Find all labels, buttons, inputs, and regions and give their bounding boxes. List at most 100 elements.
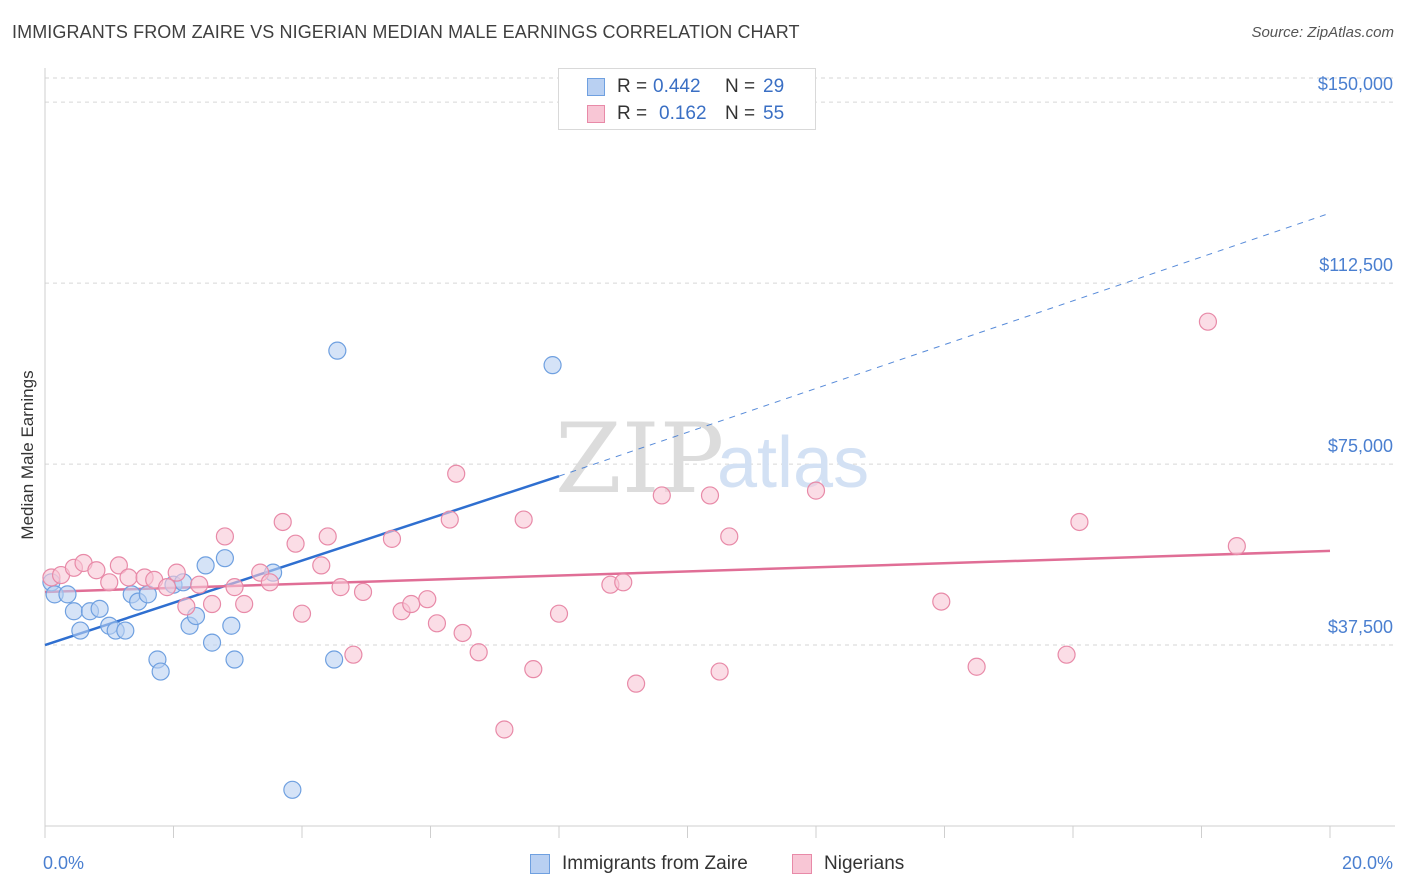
point-nigerians — [87, 561, 106, 580]
point-zaire — [283, 780, 302, 799]
x-tick-label: 0.0% — [43, 853, 84, 873]
point-nigerians — [524, 660, 543, 679]
point-nigerians — [626, 674, 646, 693]
point-nigerians — [292, 604, 312, 623]
point-zaire — [222, 616, 241, 635]
point-zaire — [325, 650, 344, 669]
point-zaire — [116, 621, 135, 640]
bottom-legend-zaire: Immigrants from Zaire — [530, 852, 748, 876]
point-nigerians — [453, 623, 472, 643]
legend-swatch-nigerians — [587, 105, 605, 123]
point-nigerians — [286, 534, 305, 553]
point-nigerians — [109, 556, 128, 575]
chart-title: IMMIGRANTS FROM ZAIRE VS NIGERIAN MEDIAN… — [12, 22, 800, 42]
watermark-atlas: atlas — [717, 423, 869, 503]
point-nigerians — [215, 527, 234, 546]
point-nigerians — [806, 481, 826, 500]
point-zaire — [202, 633, 222, 652]
bottom-legend-nigerians: Nigerians — [792, 852, 904, 876]
point-nigerians — [344, 645, 363, 664]
point-nigerians — [190, 575, 209, 594]
y-tick-label: $150,000 — [1318, 74, 1393, 94]
legend: R = 0.442 N = 29 R = 0.162 N = 55 — [558, 68, 816, 130]
y-axis-label: Median Male Earnings — [18, 370, 37, 539]
point-nigerians — [469, 643, 488, 662]
point-nigerians — [318, 527, 337, 546]
trend-line-nigerians — [44, 549, 1331, 594]
point-nigerians — [514, 510, 533, 529]
data-points — [42, 312, 1246, 799]
point-nigerians — [402, 594, 421, 614]
point-nigerians — [700, 486, 720, 505]
point-zaire — [58, 585, 77, 604]
bottom-legend-swatch-zaire — [530, 854, 550, 874]
point-nigerians — [119, 568, 138, 587]
point-nigerians — [331, 578, 350, 597]
legend-r-label: R = — [617, 103, 648, 124]
point-zaire — [196, 556, 215, 575]
point-nigerians — [100, 573, 119, 592]
point-nigerians — [1227, 537, 1246, 556]
point-nigerians — [273, 512, 292, 532]
trend-line-zaire — [44, 474, 560, 647]
point-nigerians — [440, 510, 459, 529]
axes — [44, 68, 1395, 827]
legend-r-value: 0.162 — [659, 103, 707, 124]
bottom-legend-swatch-nigerians — [792, 854, 812, 874]
y-tick-label: $37,500 — [1328, 617, 1393, 637]
legend-r-label: R = — [617, 76, 648, 97]
point-nigerians — [710, 662, 729, 681]
point-zaire — [328, 341, 347, 360]
point-nigerians — [1057, 645, 1076, 664]
point-zaire — [225, 650, 244, 669]
watermark-zip: ZIP — [555, 403, 724, 515]
point-nigerians — [353, 582, 373, 602]
bottom-legend-label-nigerians: Nigerians — [824, 853, 905, 874]
point-nigerians — [225, 578, 244, 597]
source-label: Source: ZipAtlas.com — [1251, 24, 1394, 41]
point-nigerians — [427, 614, 447, 633]
point-nigerians — [614, 573, 633, 592]
point-nigerians — [967, 657, 986, 676]
gridlines — [45, 77, 1395, 646]
tick-labels: $37,500 $75,000 $112,500 $150,000 0.0% 20.0% — [43, 74, 1393, 873]
y-tick-label: $112,500 — [1319, 255, 1393, 275]
point-nigerians — [1070, 512, 1089, 532]
point-nigerians — [549, 604, 569, 623]
point-nigerians — [447, 464, 466, 483]
legend-swatch-zaire — [587, 78, 605, 96]
point-nigerians — [260, 573, 279, 592]
point-zaire — [543, 356, 562, 375]
point-zaire — [90, 599, 109, 618]
y-tick-label: $75,000 — [1328, 436, 1393, 456]
point-nigerians — [1198, 312, 1218, 331]
point-nigerians — [932, 592, 951, 611]
point-nigerians — [167, 563, 186, 582]
point-nigerians — [202, 594, 222, 614]
point-nigerians — [235, 594, 254, 614]
point-nigerians — [382, 529, 402, 548]
trend-lines — [44, 212, 1331, 647]
point-nigerians — [652, 486, 671, 505]
legend-row-zaire: R = 0.442 N = 29 — [587, 76, 784, 98]
watermark: ZIP atlas — [555, 403, 869, 515]
legend-r-value: 0.442 — [653, 76, 701, 97]
point-zaire — [64, 602, 84, 621]
point-zaire — [71, 621, 90, 640]
legend-n-value: 29 — [763, 76, 785, 97]
trend-line-zaire-extension — [558, 212, 1331, 477]
point-nigerians — [720, 527, 739, 546]
point-nigerians — [418, 590, 437, 609]
legend-n-label: N = — [725, 103, 756, 124]
legend-row-nigerians: R = 0.162 N = 55 — [587, 103, 784, 125]
legend-n-label: N = — [725, 76, 756, 97]
point-nigerians — [177, 597, 196, 616]
point-nigerians — [495, 720, 514, 739]
point-zaire — [151, 662, 170, 681]
point-nigerians — [312, 556, 331, 575]
legend-n-value: 55 — [763, 103, 785, 124]
x-tick-label: 20.0% — [1342, 853, 1393, 873]
bottom-legend-label-zaire: Immigrants from Zaire — [562, 853, 748, 874]
point-nigerians — [157, 578, 177, 597]
